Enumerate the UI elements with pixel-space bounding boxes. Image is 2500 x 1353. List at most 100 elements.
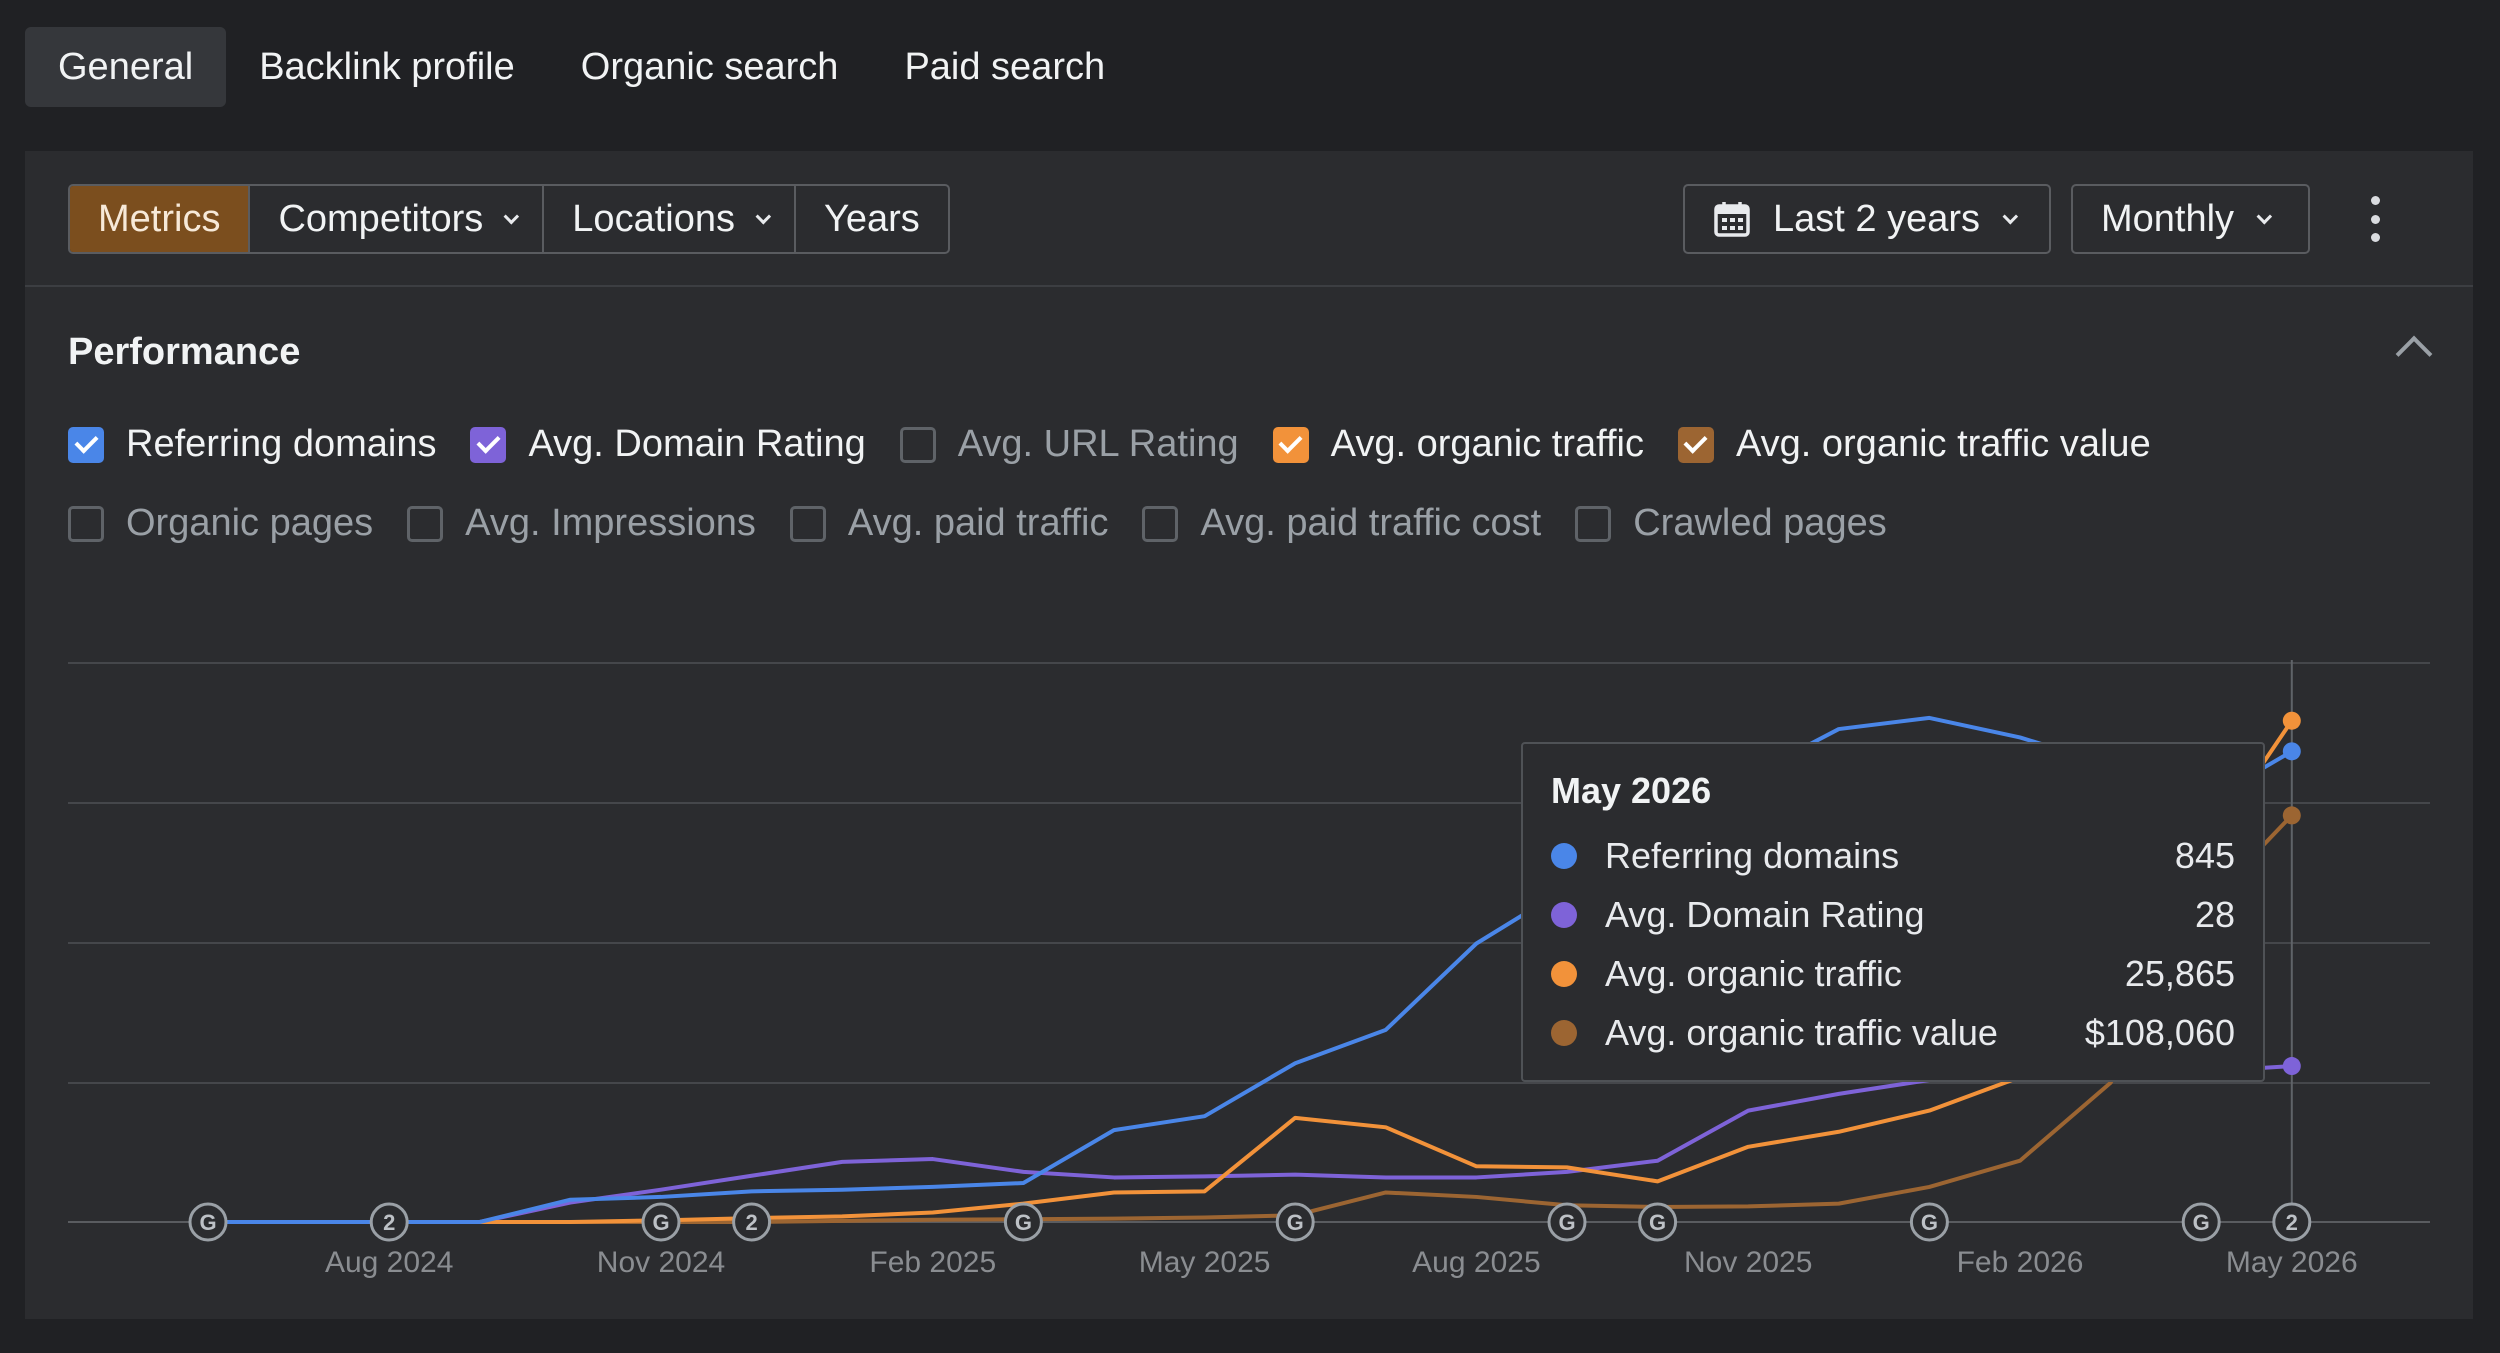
tooltip-title: May 2026 xyxy=(1551,770,1712,811)
event-marker-label: G xyxy=(1015,1210,1032,1235)
tooltip-row: Avg. Domain Rating 28 xyxy=(1551,885,2235,944)
checkbox-avg-organic-traffic-value[interactable]: Avg. organic traffic value xyxy=(1677,423,2151,466)
locations-label: Locations xyxy=(572,197,735,240)
event-marker-label: G xyxy=(1649,1210,1666,1235)
event-marker-icon xyxy=(1638,1202,1678,1242)
event-marker-label: G xyxy=(1558,1210,1575,1235)
series-line xyxy=(208,715,2293,1224)
date-range-dropdown[interactable]: Last 2 years xyxy=(1683,184,2051,254)
checkbox-label: Referring domains xyxy=(126,423,437,465)
tab-backlink-profile[interactable]: Backlink profile xyxy=(259,45,515,88)
chart-toolbar: Metrics Competitors Locations Years Last… xyxy=(25,151,2473,287)
event-marker-icon xyxy=(2181,1202,2221,1242)
competitors-label: Competitors xyxy=(278,197,484,240)
metric-checkbox-row-2: Organic pages Avg. Impressions Avg. paid… xyxy=(68,502,1921,545)
more-options-icon[interactable] xyxy=(2363,196,2387,242)
checkbox-icon xyxy=(407,505,444,542)
checkbox-label: Crawled pages xyxy=(1633,502,1887,544)
top-tab-bar: General Backlink profile Organic search … xyxy=(25,27,1138,107)
checkbox-label: Avg. organic traffic xyxy=(1330,423,1644,465)
event-marker-label: 2 xyxy=(383,1210,395,1235)
tooltip-series-name: Avg. Domain Rating xyxy=(1605,893,1925,935)
series-dot xyxy=(1551,960,1577,987)
competitors-dropdown[interactable]: Competitors xyxy=(250,186,545,252)
tooltip-row: Referring domains 845 xyxy=(1551,826,2235,885)
tab-general[interactable]: General xyxy=(25,27,227,107)
checkbox-label: Avg. Impressions xyxy=(465,502,756,544)
checkbox-label: Avg. organic traffic value xyxy=(1735,423,2151,465)
checkbox-avg-paid-traffic-cost[interactable]: Avg. paid traffic cost xyxy=(1142,502,1541,545)
checkbox-label: Organic pages xyxy=(126,502,374,544)
tab-paid-search[interactable]: Paid search xyxy=(904,45,1106,88)
checkbox-icon xyxy=(1575,505,1612,542)
metrics-button[interactable]: Metrics xyxy=(70,186,251,252)
metrics-label: Metrics xyxy=(98,197,221,240)
checkbox-icon xyxy=(899,426,936,463)
checkbox-avg-organic-traffic[interactable]: Avg. organic traffic xyxy=(1272,423,1644,466)
event-marker-label: G xyxy=(199,1210,216,1235)
event-marker-icon xyxy=(1003,1202,1043,1242)
series-end-point xyxy=(2282,806,2301,825)
checkbox-referring-domains[interactable]: Referring domains xyxy=(68,423,436,466)
checkbox-avg-paid-traffic[interactable]: Avg. paid traffic xyxy=(789,502,1109,545)
tooltip-series-name: Avg. organic traffic xyxy=(1605,952,1902,994)
series-dot xyxy=(1551,901,1577,928)
checkbox-avg-domain-rating[interactable]: Avg. Domain Rating xyxy=(470,423,866,466)
x-tick-label: Feb 2026 xyxy=(1957,1246,2084,1279)
x-tick-label: May 2025 xyxy=(1139,1246,1271,1279)
event-marker-icon xyxy=(641,1202,681,1242)
section-title: Performance xyxy=(68,331,301,373)
tooltip-series-value: 845 xyxy=(2174,834,2235,876)
interval-label: Monthly xyxy=(2101,197,2235,240)
event-marker-label: G xyxy=(1287,1210,1304,1235)
series-end-point xyxy=(2282,711,2301,730)
event-marker-icon xyxy=(732,1202,772,1242)
years-button[interactable]: Years xyxy=(796,186,948,252)
checkbox-icon xyxy=(1272,426,1309,463)
x-tick-label: Nov 2024 xyxy=(597,1246,725,1279)
event-marker-icon xyxy=(1275,1202,1315,1242)
event-marker-label: G xyxy=(652,1210,669,1235)
metric-checkbox-row-1: Referring domains Avg. Domain Rating Avg… xyxy=(68,423,2185,466)
checkbox-label: Avg. URL Rating xyxy=(957,423,1239,465)
checkbox-icon xyxy=(1677,426,1714,463)
tooltip-series-name: Referring domains xyxy=(1605,834,1900,876)
tooltip-series-name: Avg. organic traffic value xyxy=(1605,1011,1998,1053)
checkbox-label: Avg. paid traffic xyxy=(847,502,1109,544)
event-marker-label: G xyxy=(2193,1210,2210,1235)
event-marker-label: 2 xyxy=(2286,1210,2298,1235)
x-tick-label: Aug 2025 xyxy=(1412,1246,1540,1279)
checkbox-icon xyxy=(789,505,826,542)
event-marker-label: 2 xyxy=(745,1210,757,1235)
checkbox-crawled-pages[interactable]: Crawled pages xyxy=(1575,502,1887,545)
event-marker-label: G xyxy=(1921,1210,1938,1235)
checkbox-label: Avg. paid traffic cost xyxy=(1200,502,1542,544)
checkbox-label: Avg. Domain Rating xyxy=(528,423,866,465)
tooltip-series-value: $108,060 xyxy=(2084,1011,2235,1053)
series-dot xyxy=(1551,1019,1577,1046)
chart-tooltip: May 2026 Referring domains 845 Avg. Domai… xyxy=(1521,742,2265,1082)
series-end-point xyxy=(2282,742,2301,761)
x-tick-label: Aug 2024 xyxy=(325,1246,453,1279)
checkbox-icon xyxy=(470,426,507,463)
interval-dropdown[interactable]: Monthly xyxy=(2071,184,2310,254)
checkbox-icon xyxy=(1142,505,1179,542)
locations-dropdown[interactable]: Locations xyxy=(544,186,796,252)
tooltip-series-value: 25,865 xyxy=(2124,952,2235,994)
event-marker-icon xyxy=(188,1202,228,1242)
tooltip-row: Avg. organic traffic 25,865 xyxy=(1551,944,2235,1003)
checkbox-avg-impressions[interactable]: Avg. Impressions xyxy=(407,502,756,545)
series-end-point xyxy=(2282,1057,2301,1076)
view-segmented-control: Metrics Competitors Locations Years xyxy=(68,184,950,254)
years-label: Years xyxy=(823,197,920,240)
checkbox-organic-pages[interactable]: Organic pages xyxy=(68,502,373,545)
event-marker-icon xyxy=(2272,1202,2312,1242)
tooltip-series-value: 28 xyxy=(2194,893,2235,935)
tab-organic-search[interactable]: Organic search xyxy=(580,45,839,88)
series-line xyxy=(208,719,2294,1224)
x-tick-label: May 2026 xyxy=(2226,1246,2358,1279)
x-tick-label: Feb 2025 xyxy=(869,1246,996,1279)
checkbox-avg-url-rating[interactable]: Avg. URL Rating xyxy=(899,423,1239,466)
calendar-icon xyxy=(1714,202,1750,237)
checkbox-icon xyxy=(68,505,104,542)
